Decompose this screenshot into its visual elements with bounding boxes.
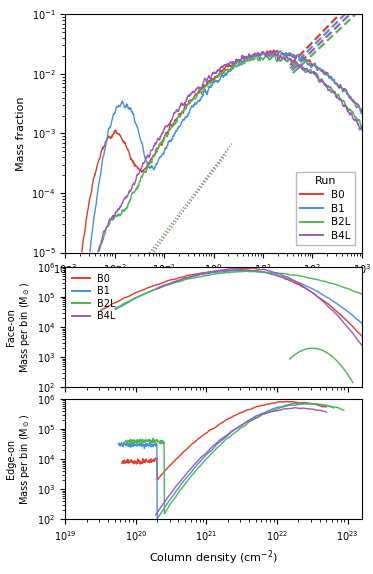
Y-axis label: Face-on
Mass per bin (M$_\odot$): Face-on Mass per bin (M$_\odot$) — [6, 282, 31, 373]
Y-axis label: Edge-on
Mass per bin (M$_\odot$): Edge-on Mass per bin (M$_\odot$) — [6, 414, 31, 505]
X-axis label: Column density (cm$^{-2}$): Column density (cm$^{-2}$) — [149, 549, 278, 567]
Y-axis label: Mass fraction: Mass fraction — [16, 96, 26, 170]
Legend: B0, B1, B2L, B4L: B0, B1, B2L, B4L — [296, 172, 355, 245]
X-axis label: Density (cm$^{-3}$): Density (cm$^{-3}$) — [171, 282, 256, 300]
Legend: B0, B1, B2L, B4L: B0, B1, B2L, B4L — [68, 270, 120, 325]
